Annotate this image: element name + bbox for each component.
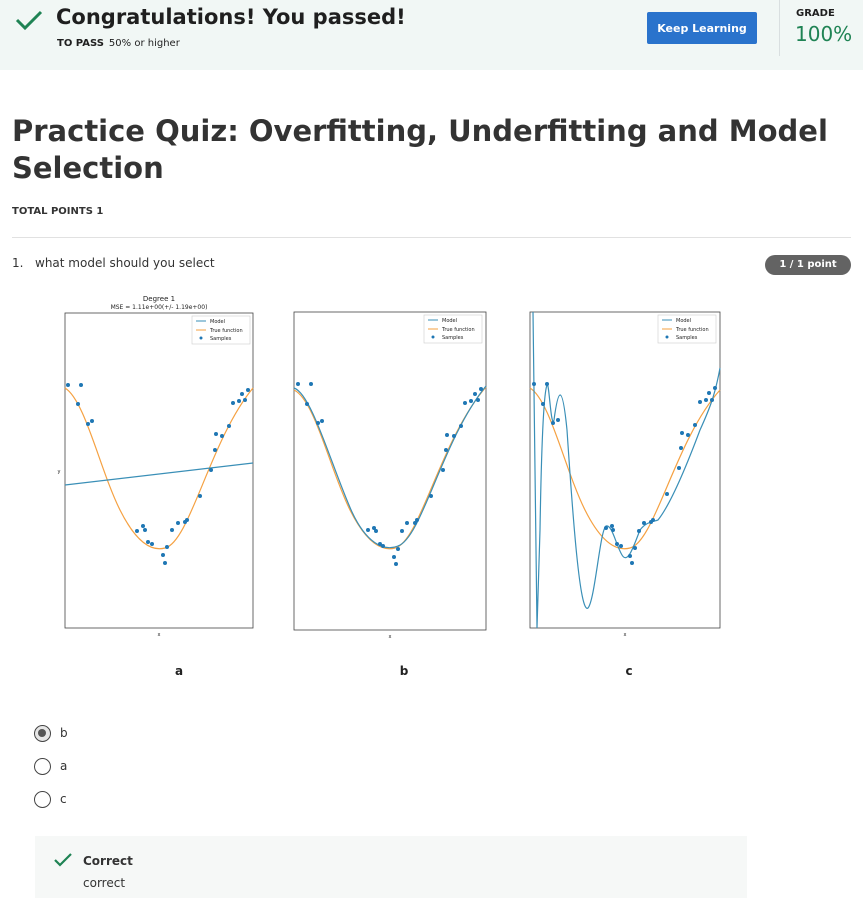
plot-a-legend-true: True function (209, 328, 243, 334)
plot-c-legend-true: True function (675, 327, 709, 333)
plot-a-title-line1: Degree 1 (143, 295, 175, 303)
question-number: 1. (12, 256, 24, 270)
plot-c-frame (529, 311, 721, 629)
option-c-label[interactable]: c (60, 792, 67, 806)
plot-b-legend-model: Model (442, 318, 457, 324)
plot-a-samples (66, 383, 250, 565)
plot-b-label: b (400, 664, 409, 678)
plot-c-label: c (625, 664, 632, 678)
option-b-radio[interactable] (34, 725, 51, 742)
feedback-text: correct (83, 876, 126, 890)
plot-a: Degree 1 MSE = 1.11e+00(+/- 1.19e+00) Mo… (58, 295, 254, 678)
plot-c-model-line (532, 311, 721, 629)
option-a-radio[interactable] (34, 758, 51, 775)
plot-c: Model True function Samples x c (529, 311, 721, 678)
section-divider (12, 237, 851, 238)
grade-value: 100% (795, 22, 853, 46)
plot-c-true-function (529, 387, 721, 550)
plot-a-legend-samples-swatch (199, 336, 203, 340)
plot-b-samples (296, 382, 483, 566)
total-points: TOTAL POINTS 1 (12, 206, 104, 217)
plot-c-legend-samples-swatch (665, 335, 669, 339)
plot-a-legend-model: Model (210, 319, 225, 325)
plot-c-samples (532, 382, 717, 565)
plot-b-true-function (293, 386, 487, 550)
plot-c-xlabel: x (624, 632, 627, 638)
plot-a-legend-samples: Samples (210, 336, 232, 342)
plot-c-legend-model: Model (676, 318, 691, 324)
checkmark-icon (54, 853, 72, 867)
pass-message: Congratulations! You passed! (56, 5, 406, 29)
result-banner: Congratulations! You passed! TO PASS 50% … (0, 0, 863, 70)
plot-b-xlabel: x (389, 634, 392, 640)
plot-b-legend-samples: Samples (442, 335, 464, 341)
plot-c-legend-samples: Samples (676, 335, 698, 341)
to-pass-label: TO PASS (57, 38, 104, 49)
plot-b-legend-true: True function (441, 327, 475, 333)
question-text: what model should you select (35, 256, 215, 270)
plot-a-true-function (64, 387, 254, 550)
plot-a-ylabel: y (58, 469, 61, 475)
question-figure: Degree 1 MSE = 1.11e+00(+/- 1.19e+00) Mo… (58, 295, 721, 678)
feedback-panel: Correct correct (35, 836, 747, 898)
checkmark-icon (15, 10, 43, 31)
banner-divider (779, 0, 780, 56)
quiz-title: Practice Quiz: Overfitting, Underfitting… (12, 114, 828, 185)
option-b-label[interactable]: b (60, 726, 68, 740)
plot-b-legend-samples-swatch (431, 335, 435, 339)
pass-requirement: TO PASS 50% or higher (57, 38, 180, 49)
point-badge: 1 / 1 point (765, 255, 851, 275)
plot-a-model-line (64, 462, 254, 486)
plot-b: Model True function Samples x b (293, 311, 487, 678)
plot-a-title-line2: MSE = 1.11e+00(+/- 1.19e+00) (111, 304, 208, 311)
option-c-radio[interactable] (34, 791, 51, 808)
option-a-label[interactable]: a (60, 759, 68, 773)
feedback-title: Correct (83, 854, 133, 868)
plot-b-frame (293, 311, 487, 631)
plot-a-label: a (175, 664, 183, 678)
plot-a-xlabel: x (158, 632, 161, 638)
grade-label: GRADE (796, 8, 835, 19)
keep-learning-button[interactable]: Keep Learning (647, 12, 757, 44)
plot-a-frame (64, 312, 254, 629)
to-pass-value: 50% or higher (108, 38, 180, 49)
